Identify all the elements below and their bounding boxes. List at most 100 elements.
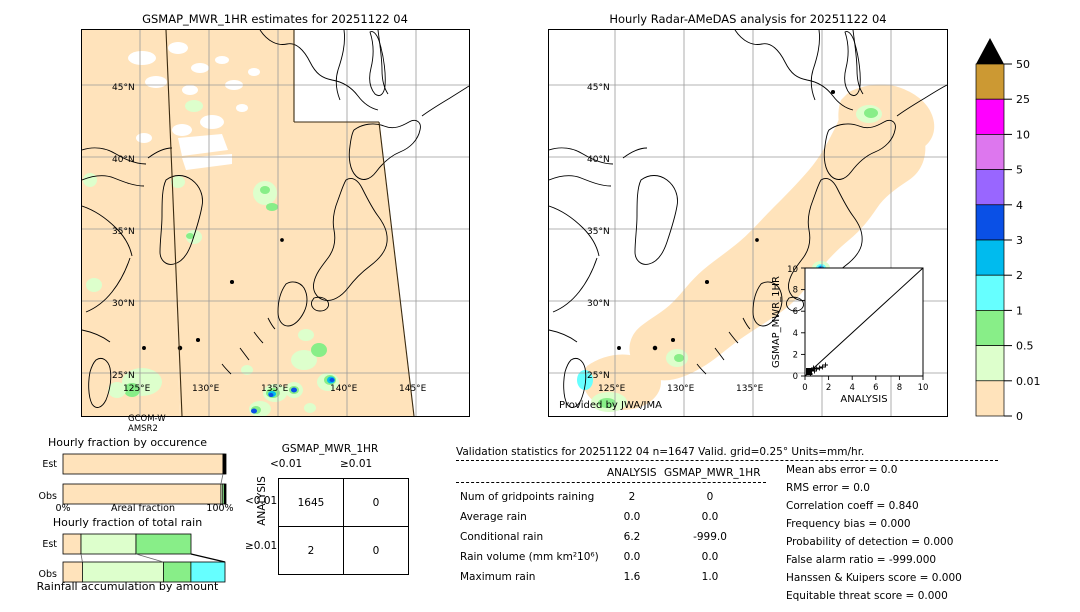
lat-label-25N-right: 25°N: [587, 371, 610, 381]
radar-amedas-map: 45°N 40°N 35°N 30°N 25°N 125°E 130°E 135…: [548, 29, 948, 417]
validation-row-analysis-4: 1.6: [623, 571, 641, 583]
colorbar-label-25: 25: [1016, 93, 1030, 106]
validation-row-estimate-0: 0: [706, 491, 714, 503]
colorbar-bands: [975, 63, 1005, 417]
lon-label-135E-right: 135°E: [736, 384, 764, 394]
satellite-label: GCOM-W AMSR2: [128, 414, 166, 434]
contingency-row-header-ge: ≥0.01: [245, 540, 278, 552]
data-credit: Provided by JWA/JMA: [559, 400, 662, 411]
amount-connectors: [80, 553, 164, 563]
amount-chart: Est Obs: [15, 530, 240, 586]
lat-label-40N-right: 40°N: [587, 155, 610, 165]
occurrence-axis-labels: 0% Areal fraction 100%: [15, 500, 240, 514]
amount-connector-outer: [190, 553, 226, 563]
score-1: RMS error = 0.0: [786, 482, 870, 494]
lon-label-125E-right: 125°E: [598, 384, 626, 394]
validation-row-estimate-1: 0.0: [701, 511, 719, 523]
occurrence-xmax-label: 100%: [206, 503, 233, 514]
left-panel-title: GSMAP_MWR_1HR estimates for 20251122 04: [142, 12, 408, 26]
validation-row-analysis-1: 0.0: [623, 511, 641, 523]
contingency-table: 1645 0 2 0: [278, 478, 409, 575]
colorbar-label-2: 2: [1016, 269, 1023, 282]
validation-row-analysis-0: 2: [628, 491, 636, 503]
amount-chart-xlabel: Rainfall accumulation by amount: [36, 580, 219, 593]
validation-row-label-4: Maximum rain: [460, 571, 536, 583]
cell-miss: 2: [278, 526, 344, 575]
svg-text:10: 10: [918, 383, 929, 393]
occurrence-row-label-obs: Obs: [39, 491, 58, 502]
graticule-right: [549, 30, 947, 416]
svg-text:6: 6: [873, 383, 878, 393]
amount-row-label-obs: Obs: [39, 569, 58, 580]
colorbar-label-1: 1: [1016, 304, 1023, 317]
svg-text:8: 8: [897, 383, 902, 393]
occurrence-row-label-est: Est: [42, 459, 57, 470]
lat-label-25N: 25°N: [112, 371, 135, 381]
lon-label-140E: 140°E: [330, 384, 358, 394]
validation-row-estimate-3: 0.0: [701, 551, 719, 563]
lat-label-45N: 45°N: [112, 83, 135, 93]
colorbar: 50 25 10 5 4 3 2 1 0.5 0.01 0: [962, 26, 1072, 426]
occurrence-bar-est: [62, 453, 227, 475]
scatter-ylabel: GSMAP_MWR_1HR: [771, 276, 782, 368]
table-row: 1645 0: [278, 478, 409, 527]
amount-bar-est: [62, 533, 192, 555]
lat-label-45N-right: 45°N: [587, 83, 610, 93]
occurrence-connectors: [220, 473, 224, 485]
coastlines-left: [82, 30, 469, 408]
lon-label-145E: 145°E: [399, 384, 427, 394]
lat-label-35N-right: 35°N: [587, 227, 610, 237]
scatter-inset: 0 2 4 6 8 10 0 2 4 6 8 10 ANALYSIS GSMAP…: [771, 265, 928, 405]
graticule-left: [82, 30, 469, 416]
svg-text:0: 0: [793, 372, 798, 382]
validation-row-estimate-2: -999.0: [693, 531, 727, 543]
cell-false-alarm: 0: [343, 478, 409, 527]
validation-row-estimate-4: 1.0: [701, 571, 719, 583]
validation-row-label-1: Average rain: [460, 511, 527, 523]
score-3: Frequency bias = 0.000: [786, 518, 911, 530]
validation-divider-mid: [456, 482, 766, 483]
score-2: Correlation coeff = 0.840: [786, 500, 919, 512]
right-panel-title: Hourly Radar-AMeDAS analysis for 2025112…: [609, 12, 887, 26]
lat-label-35N: 35°N: [112, 227, 135, 237]
lon-label-130E: 130°E: [192, 384, 220, 394]
colorbar-label-0_5: 0.5: [1016, 340, 1034, 353]
colorbar-label-4: 4: [1016, 199, 1023, 212]
scatter-xlabel: ANALYSIS: [840, 394, 887, 405]
satellite-name: GCOM-W: [128, 414, 166, 424]
contingency-col-header-ge: ≥0.01: [340, 458, 373, 470]
cell-hit: 0: [343, 526, 409, 575]
colorbar-label-0_01: 0.01: [1016, 375, 1041, 388]
svg-text:4: 4: [849, 383, 854, 393]
svg-text:8: 8: [793, 286, 798, 296]
lat-label-40N: 40°N: [112, 155, 135, 165]
one-to-one-line: [804, 267, 924, 377]
gsmap-estimate-map: 45°N 40°N 35°N 30°N 25°N 125°E 130°E 135…: [81, 29, 470, 417]
score-7: Equitable threat score = 0.000: [786, 590, 948, 602]
svg-text:0: 0: [802, 383, 807, 393]
validation-col-header-analysis: ANALYSIS: [607, 467, 657, 479]
validation-row-label-2: Conditional rain: [460, 531, 544, 543]
amount-bar-obs: [62, 561, 226, 583]
validation-row-label-0: Num of gridpoints raining: [460, 491, 595, 503]
colorbar-label-50: 50: [1016, 58, 1030, 71]
lon-label-125E: 125°E: [123, 384, 151, 394]
lat-label-30N-right: 30°N: [587, 299, 610, 309]
score-6: Hanssen & Kuipers score = 0.000: [786, 572, 962, 584]
occurrence-xmin-label: 0%: [55, 503, 70, 514]
score-0: Mean abs error = 0.0: [786, 464, 898, 476]
colorbar-label-10: 10: [1016, 128, 1030, 141]
score-5: False alarm ratio = -999.000: [786, 554, 937, 566]
amount-chart-title: Hourly fraction of total rain: [52, 516, 203, 529]
svg-text:4: 4: [793, 329, 798, 339]
contingency-col-header-lt: <0.01: [270, 458, 303, 470]
lon-label-130E-right: 130°E: [667, 384, 695, 394]
contingency-row-header-lt: <0.01: [245, 495, 278, 507]
table-row: 2 0: [278, 526, 409, 575]
contingency-table-title: GSMAP_MWR_1HR: [281, 443, 379, 455]
validation-header: Validation statistics for 20251122 04 n=…: [456, 446, 865, 458]
occurrence-chart: Est Obs: [15, 450, 240, 512]
rain-patches-right: [577, 105, 882, 412]
validation-row-analysis-3: 0.0: [623, 551, 641, 563]
svg-text:2: 2: [793, 350, 798, 360]
